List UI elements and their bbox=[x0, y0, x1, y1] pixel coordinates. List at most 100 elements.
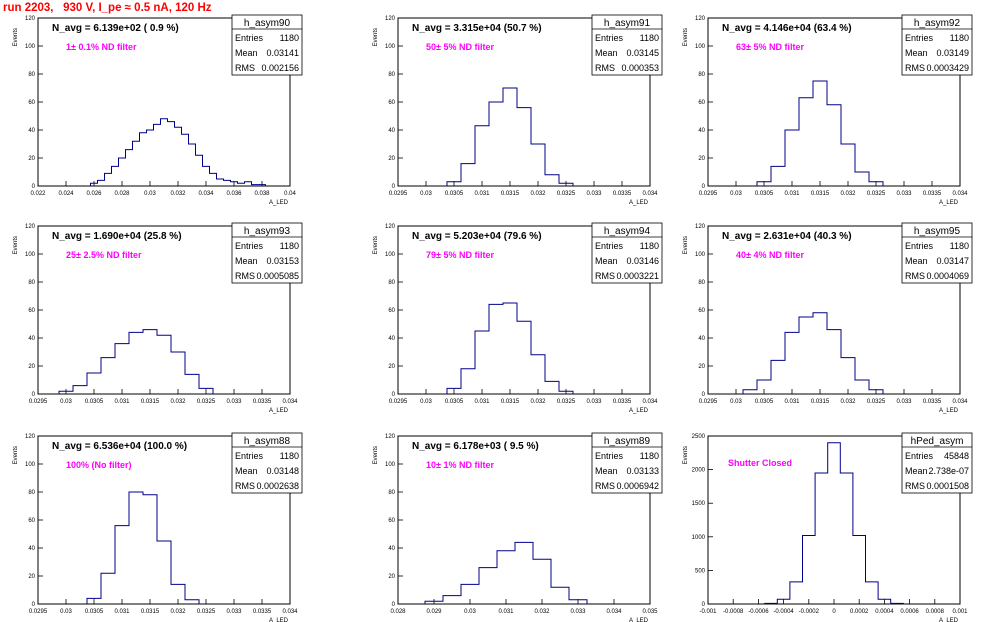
x-axis-label: A_LED bbox=[939, 200, 959, 206]
x-tick-label: 0.0295 bbox=[699, 399, 718, 405]
stat-label: RMS bbox=[235, 63, 255, 73]
filter-annotation: 79± 5% ND filter bbox=[426, 250, 494, 260]
stats-box bbox=[231, 222, 303, 284]
y-tick-label: 40 bbox=[28, 128, 35, 134]
histogram-bin bbox=[475, 331, 489, 394]
y-tick-label: 60 bbox=[28, 518, 35, 524]
histogram-bin bbox=[98, 180, 105, 186]
y-axis-label: Events bbox=[683, 236, 689, 254]
y-tick-label: 0 bbox=[702, 184, 706, 190]
histogram-bin bbox=[799, 98, 813, 186]
x-tick-label: 0.034 bbox=[606, 609, 622, 615]
filter-annotation: 25± 2.5% ND filter bbox=[66, 250, 142, 260]
histogram-bin bbox=[489, 304, 503, 394]
stat-value: 0.03146 bbox=[626, 256, 659, 266]
histogram-bin bbox=[479, 568, 497, 604]
x-tick-label: 0.0315 bbox=[501, 399, 520, 405]
stat-value: 1180 bbox=[280, 33, 299, 43]
x-axis-label: A_LED bbox=[629, 618, 649, 622]
histogram-bin bbox=[154, 124, 161, 186]
histogram-bin bbox=[189, 144, 196, 186]
navg-label: N_avg = 3.315e+04 (50.7 %) bbox=[412, 23, 542, 34]
stat-label: Entries bbox=[235, 33, 264, 43]
panel-h_asym91: 0.0295 0.03 0.0305 0.031 0.0315 0.032 0.0325 0.… bbox=[373, 14, 663, 206]
x-tick-label: 0.0006 bbox=[900, 609, 919, 615]
y-tick-label: 60 bbox=[388, 518, 395, 524]
x-tick-label: 0.033 bbox=[896, 191, 912, 197]
histogram-bin bbox=[115, 526, 129, 604]
histogram-bin bbox=[196, 155, 203, 186]
histogram-bin bbox=[855, 380, 869, 394]
histogram-bin bbox=[503, 88, 517, 186]
histogram-bin bbox=[129, 492, 143, 604]
y-tick-label: 20 bbox=[28, 574, 35, 580]
x-tick-label: 0.0335 bbox=[613, 399, 632, 405]
x-tick-label: 0.03 bbox=[730, 399, 742, 405]
histogram-bin bbox=[245, 182, 252, 186]
y-tick-label: 60 bbox=[28, 100, 35, 106]
histogram-bin bbox=[185, 374, 199, 394]
x-axis-label: A_LED bbox=[269, 200, 289, 206]
stats-box bbox=[591, 222, 663, 284]
x-tick-label: 0.0305 bbox=[755, 399, 774, 405]
x-tick-label: 0.032 bbox=[170, 609, 186, 615]
histogram-bin bbox=[813, 81, 827, 186]
stat-value: 0.0005085 bbox=[256, 271, 299, 281]
x-tick-label: 0.034 bbox=[642, 399, 658, 405]
stats-box bbox=[901, 222, 973, 284]
y-axis-label: Events bbox=[683, 28, 689, 46]
y-tick-label: 60 bbox=[28, 308, 35, 314]
x-tick-label: 0.0315 bbox=[141, 609, 160, 615]
stat-label: Entries bbox=[905, 241, 934, 251]
y-axis-label: Events bbox=[373, 28, 379, 46]
histogram-bin bbox=[168, 122, 175, 186]
histogram-name: h_asym94 bbox=[604, 226, 651, 237]
filter-annotation: 63± 5% ND filter bbox=[736, 42, 804, 52]
stat-label: Mean bbox=[905, 48, 928, 58]
stats-box bbox=[591, 14, 663, 76]
x-tick-label: 0.034 bbox=[282, 609, 298, 615]
y-tick-label: 120 bbox=[25, 224, 36, 230]
stat-label: Entries bbox=[235, 451, 264, 461]
histogram-name: h_asym95 bbox=[914, 226, 961, 237]
x-tick-label: 0.028 bbox=[390, 609, 406, 615]
x-tick-label: -0.001 bbox=[699, 609, 717, 615]
histogram-bin bbox=[185, 600, 199, 604]
y-tick-label: 40 bbox=[388, 128, 395, 134]
stat-value: 0.0004069 bbox=[926, 271, 969, 281]
y-tick-label: 120 bbox=[695, 16, 706, 22]
y-tick-label: 40 bbox=[698, 128, 705, 134]
x-tick-label: 0 bbox=[832, 609, 836, 615]
stats-box bbox=[901, 14, 973, 76]
stat-label: RMS bbox=[595, 63, 615, 73]
y-tick-label: 100 bbox=[385, 462, 396, 468]
x-tick-label: 0.0305 bbox=[445, 191, 464, 197]
histogram-bin bbox=[210, 173, 217, 186]
navg-label: N_avg = 6.536e+04 (100.0 %) bbox=[52, 441, 187, 452]
histogram-bin bbox=[129, 332, 143, 394]
stat-label: RMS bbox=[905, 271, 925, 281]
stat-value: 0.03148 bbox=[266, 466, 299, 476]
x-tick-label: 0.031 bbox=[474, 191, 490, 197]
y-tick-label: 80 bbox=[28, 280, 35, 286]
histogram-bin bbox=[771, 360, 785, 394]
navg-label: N_avg = 6.178e+03 ( 9.5 %) bbox=[412, 441, 539, 452]
x-tick-label: 0.0305 bbox=[445, 399, 464, 405]
stat-value: 0.0003221 bbox=[616, 271, 659, 281]
filter-annotation: 40± 4% ND filter bbox=[736, 250, 804, 260]
histogram-bin bbox=[475, 126, 489, 186]
x-tick-label: 0.0315 bbox=[501, 191, 520, 197]
histogram-line bbox=[742, 312, 884, 394]
stat-label: Entries bbox=[595, 33, 624, 43]
x-tick-label: 0.032 bbox=[840, 191, 856, 197]
navg-label: N_avg = 4.146e+04 (63.4 %) bbox=[722, 23, 852, 34]
x-tick-label: 0.0315 bbox=[141, 399, 160, 405]
y-tick-label: 2500 bbox=[692, 434, 706, 440]
x-axis-label: A_LED bbox=[629, 408, 649, 414]
y-tick-label: 120 bbox=[25, 434, 36, 440]
stat-value: 0.0003429 bbox=[926, 63, 969, 73]
y-tick-label: 20 bbox=[388, 364, 395, 370]
stat-label: Mean bbox=[595, 466, 618, 476]
x-tick-label: 0.031 bbox=[784, 191, 800, 197]
y-tick-label: 100 bbox=[385, 252, 396, 258]
